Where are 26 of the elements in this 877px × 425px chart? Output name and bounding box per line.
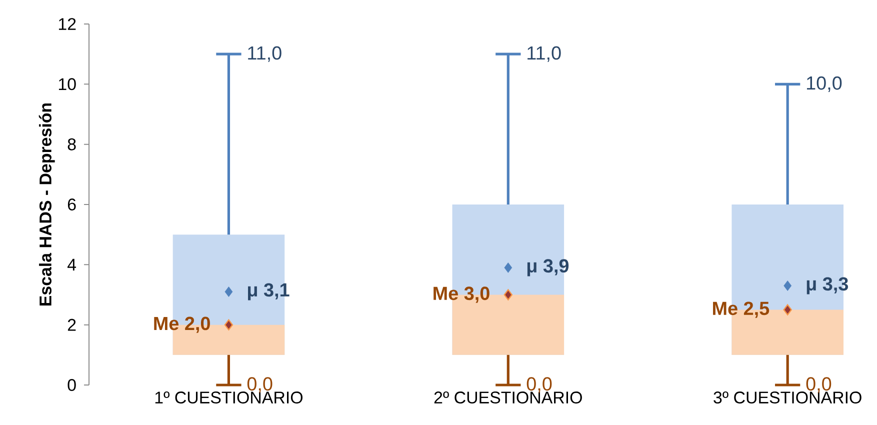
x-tick-label: 2º CUESTIONARIO [434,392,582,404]
annotation: μ 3,1 [248,283,290,300]
annotation: 11,0 [528,46,561,62]
annotation: Me 2,5 [713,302,770,318]
point [224,319,234,330]
y-axis-title: Escala HADS - Depresión [38,103,55,306]
annotation: μ 3,3 [806,277,848,294]
point [504,289,512,300]
x-tick-label: 1º CUESTIONARIO [155,392,302,404]
y-tick-label: 10 [58,78,76,90]
annotation: 0,0 [247,377,272,393]
annotation: Me 2,0 [154,316,210,333]
annotation: 0,0 [806,377,832,393]
annotation: 0,0 [526,377,552,393]
annotation: 10,0 [806,76,842,92]
y-tick-label: 0 [68,379,76,391]
point [783,304,792,316]
y-tick-label: 4 [67,258,76,270]
y-tick-label: 6 [68,198,76,210]
y-tick-label: 2 [68,318,76,331]
annotation: Me 3,0 [434,286,490,303]
x-tick-label: 3º CUESTIONARIO [714,392,862,404]
annotation: μ 3,9 [527,259,569,276]
y-tick-label: 12 [58,18,76,30]
y-tick-label: 8 [68,138,76,150]
annotation: 11,0 [248,46,282,62]
